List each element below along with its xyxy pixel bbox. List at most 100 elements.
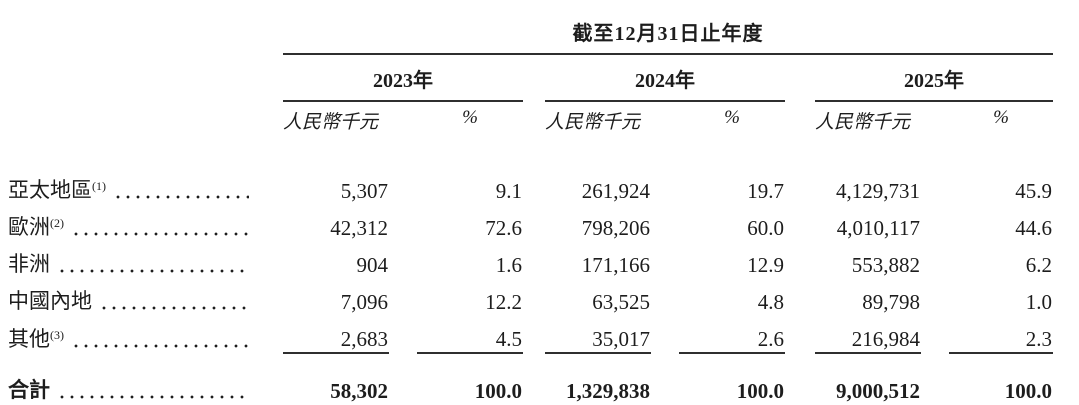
amount-2025: 553,882 [851, 253, 920, 277]
total-percent-2025: 100.0 [949, 352, 1054, 404]
total-label-cell: 合計 [0, 353, 283, 404]
amount-2025: 4,129,731 [836, 179, 920, 203]
total-label: 合計 [8, 378, 50, 402]
percent-2024: 19.7 [747, 179, 784, 203]
amount-2023: 904 [356, 253, 389, 277]
spacer [651, 315, 679, 353]
spacer [523, 101, 545, 137]
spacer [785, 101, 815, 137]
percent-2025: 6.2 [1025, 253, 1053, 277]
spacer-row [0, 137, 1053, 167]
spacer [921, 167, 949, 204]
percent-2025: 2.3 [1025, 327, 1053, 351]
dot-leader [57, 269, 249, 273]
amount-2025: 89,798 [862, 290, 920, 314]
spacer [651, 353, 679, 404]
percent-2023: 12.2 [485, 290, 522, 314]
row-label-cell: 中國內地 [0, 278, 283, 315]
year-header-2024: 2024年 [545, 54, 785, 102]
spacer [523, 278, 545, 315]
percent-2025: 45.9 [1015, 179, 1053, 203]
dot-leader [99, 306, 249, 310]
percent-2023: 9.1 [495, 179, 522, 203]
dot-leader [71, 232, 249, 236]
spacer [651, 204, 679, 241]
spacer [921, 101, 949, 137]
spacer [0, 10, 283, 54]
row-label: 非洲 [8, 252, 50, 276]
spacer [785, 54, 815, 101]
percent-2024: 2.6 [757, 327, 784, 351]
percent-2023: 72.6 [485, 216, 522, 240]
spacer [389, 241, 417, 278]
row-label-cell: 亞太地區(1) [0, 167, 283, 204]
amount-2025: 216,984 [851, 327, 920, 351]
spacer [523, 241, 545, 278]
total-percent-2024: 100.0 [679, 352, 785, 404]
spacer [651, 167, 679, 204]
percent-2025: 44.6 [1015, 216, 1053, 240]
spacer [651, 241, 679, 278]
spacer [389, 353, 417, 404]
amount-2024: 35,017 [592, 327, 650, 351]
total-percent-2023: 100.0 [417, 352, 523, 404]
spacer [921, 241, 949, 278]
period-header: 截至12月31日止年度 [283, 10, 1054, 55]
row-label: 亞太地區(1) [8, 178, 106, 202]
spacer [785, 353, 815, 404]
total-amount-2025: 9,000,512 [815, 352, 921, 404]
subheader-percent-2024: % [724, 107, 740, 128]
spacer [523, 204, 545, 241]
amount-2023: 42,312 [330, 216, 388, 240]
spacer [389, 204, 417, 241]
revenue-by-region-table: 截至12月31日止年度 2023年 2024年 2025年 人民幣千元 % 人民… [0, 10, 1054, 405]
footnote-marker: (3) [50, 328, 64, 342]
table-row-total: 合計 58,302 100.0 1,329,838 100.0 9,000,51… [0, 352, 1054, 404]
footnote-marker: (1) [92, 179, 106, 193]
row-label-cell: 歐洲(2) [0, 204, 283, 241]
percent-2024: 12.9 [747, 253, 784, 277]
amount-2024: 798,206 [581, 216, 650, 240]
spacer [0, 101, 283, 137]
footnote-marker: (2) [50, 216, 64, 230]
amount-2024: 261,924 [581, 179, 650, 203]
spacer [651, 101, 679, 137]
dot-leader [113, 195, 249, 199]
row-label: 中國內地 [8, 289, 92, 313]
percent-2023: 4.5 [495, 327, 522, 351]
dot-leader [71, 344, 249, 348]
spacer [785, 278, 815, 315]
spacer [523, 353, 545, 404]
spacer [523, 54, 545, 101]
year-header-row: 2023年 2024年 2025年 [0, 54, 1054, 102]
spacer [389, 278, 417, 315]
subheader-percent-2023: % [462, 107, 478, 128]
total-amount-2023: 58,302 [283, 352, 389, 404]
period-header-row: 截至12月31日止年度 [0, 10, 1054, 55]
subheader-amount-2025: 人民幣千元 [815, 112, 911, 133]
spacer [389, 167, 417, 204]
amount-2023: 5,307 [340, 179, 388, 203]
spacer [785, 241, 815, 278]
table-row-africa: 非洲 904 1.6 171,166 12.9 553,882 6.2 [0, 241, 1053, 278]
table-row-others: 其他(3) 2,683 4.5 35,017 2.6 216,984 2.3 [0, 315, 1053, 353]
table-row-asia-pacific: 亞太地區(1) 5,307 9.1 261,924 19.7 4,129,731… [0, 167, 1053, 204]
year-header-2025: 2025年 [815, 54, 1054, 102]
row-label: 其他(3) [8, 327, 64, 351]
spacer [785, 315, 815, 353]
spacer [785, 167, 815, 204]
spacer [389, 101, 417, 137]
spacer [523, 167, 545, 204]
subheader-amount-2023: 人民幣千元 [283, 112, 379, 133]
percent-2024: 4.8 [757, 290, 784, 314]
subheader-percent-2025: % [993, 107, 1009, 128]
percent-2025: 1.0 [1025, 290, 1053, 314]
subheader-row: 人民幣千元 % 人民幣千元 % 人民幣千元 % [0, 101, 1053, 137]
dot-leader [57, 395, 249, 399]
percent-2024: 60.0 [747, 216, 784, 240]
spacer [921, 353, 949, 404]
amount-2024: 63,525 [592, 290, 650, 314]
spacer [921, 204, 949, 241]
row-label: 歐洲(2) [8, 215, 64, 239]
